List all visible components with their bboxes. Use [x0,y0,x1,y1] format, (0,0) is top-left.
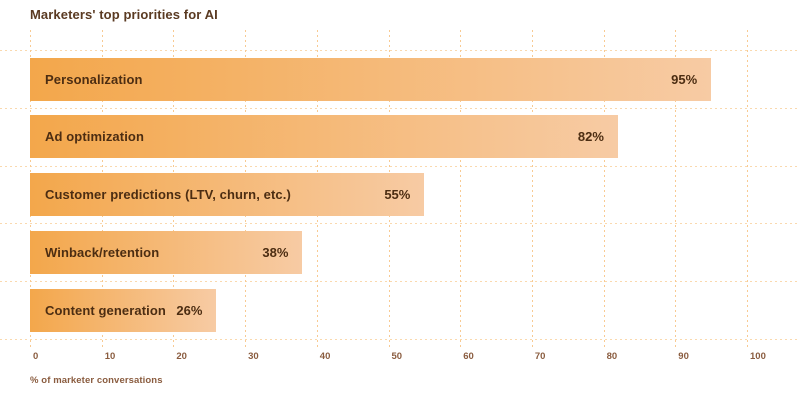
gridline-horizontal [0,107,800,109]
x-tick-label: 100 [750,351,766,362]
gridline-vertical [531,30,533,347]
bar-content-generation: Content generation 26% [30,288,217,332]
bar-value-label: 38% [262,244,289,260]
x-tick-label: 70 [534,351,546,362]
x-tick-label: 90 [678,351,689,362]
bar-category-label: Customer predictions (LTV, churn, etc.) [45,187,291,203]
gridline-horizontal [0,223,800,225]
bar-category-label: Winback/retention [45,244,160,260]
bar-customer-predictions-ltv-churn-etc: Customer predictions (LTV, churn, etc.) 5… [30,173,425,217]
gridline-vertical [460,30,462,347]
gridline-vertical [675,30,677,347]
bar-value-label: 55% [384,187,411,203]
x-tick-label: 40 [319,351,331,362]
bar-value-label: 82% [577,129,604,145]
bar-personalization: Personalization 95% [30,57,712,101]
x-tick-label: 80 [606,351,618,362]
gridline-horizontal [0,50,800,51]
x-tick-label: 0 [33,351,39,362]
bar-category-label: Personalization [45,71,143,87]
bar-winback-retention: Winback/retention 38% [30,230,303,274]
gridline-horizontal [0,339,800,340]
bar-category-label: Content generation [45,302,166,318]
x-tick-label: 10 [104,351,116,362]
gridline-horizontal [0,165,800,167]
chart-title: Marketers' top priorities for AI [30,7,218,22]
x-tick-label: 50 [391,351,403,362]
gridline-vertical [747,30,748,347]
x-tick-label: 30 [248,351,259,362]
bar-value-label: 95% [671,71,698,87]
gridline-horizontal [0,281,800,283]
x-tick-label: 60 [463,351,474,362]
bar-category-label: Ad optimization [45,129,144,145]
bar-ad-optimization: Ad optimization 82% [30,115,618,159]
x-axis-label: % of marketer conversations [30,375,163,386]
gridline-vertical [603,30,605,347]
x-tick-label: 20 [176,351,187,362]
bar-value-label: 26% [176,302,203,318]
